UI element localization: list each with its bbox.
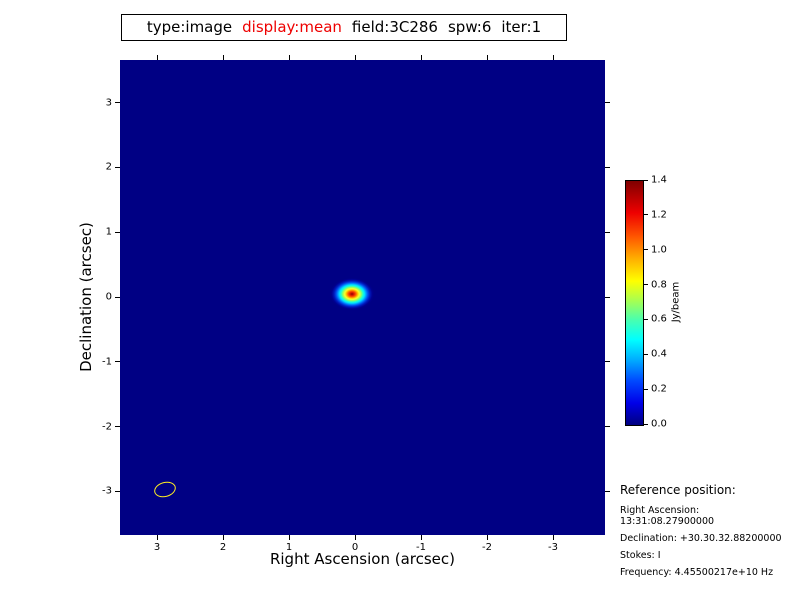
- y-tick-mark: [605, 490, 610, 492]
- reference-line: Stokes: I: [620, 550, 661, 561]
- x-tick-label: -2: [482, 542, 492, 553]
- beam-ellipse: [152, 479, 178, 500]
- reference-position-block: Reference position: Right Ascension: 13:…: [620, 483, 795, 584]
- x-tick-mark: [552, 55, 554, 60]
- colorbar-unit-label: Jy/beam: [670, 281, 682, 323]
- x-tick-label: 0: [351, 542, 359, 553]
- y-tick-mark: [115, 490, 120, 492]
- y-tick-label: 1: [105, 226, 112, 238]
- y-tick-mark: [605, 426, 610, 428]
- x-tick-mark: [288, 535, 290, 540]
- y-tick-label: 0: [105, 291, 112, 303]
- y-tick-label: -1: [102, 356, 112, 368]
- plot-title: type:image display:mean field:3C286 spw:6 it…: [121, 14, 567, 41]
- y-tick-mark: [605, 231, 610, 233]
- title-segment: field:3C286: [351, 18, 438, 36]
- y-tick-mark: [115, 102, 120, 104]
- colorbar-tick-mark: [644, 388, 648, 390]
- y-tick-label: 2: [105, 161, 112, 173]
- x-tick-mark: [354, 55, 356, 60]
- x-tick-mark: [222, 535, 224, 540]
- y-tick-label: -2: [102, 421, 112, 433]
- x-tick-mark: [552, 535, 554, 540]
- title-segment: spw:6: [447, 18, 492, 36]
- reference-heading: Reference position:: [620, 483, 736, 497]
- y-tick-mark: [605, 361, 610, 363]
- y-tick-mark: [605, 102, 610, 104]
- reference-line: Right Ascension: 13:31:08.27900000: [620, 505, 715, 527]
- x-tick-label: 2: [219, 542, 227, 553]
- y-tick-mark: [115, 361, 120, 363]
- x-tick-mark: [420, 535, 422, 540]
- colorbar-tick-mark: [644, 214, 648, 216]
- title-segment: display:mean: [242, 18, 342, 36]
- colorbar-tick-label: 0.8: [651, 279, 667, 291]
- x-tick-mark: [156, 55, 158, 60]
- colorbar-tick-mark: [644, 249, 648, 251]
- colorbar-tick-label: 1.0: [651, 244, 667, 256]
- y-tick-mark: [115, 426, 120, 428]
- x-tick-mark: [222, 55, 224, 60]
- x-tick-label: 1: [285, 542, 293, 553]
- colorbar-tick-mark: [644, 318, 648, 320]
- x-tick-mark: [156, 535, 158, 540]
- raster-image-area[interactable]: [120, 60, 605, 535]
- colorbar-tick-label: 1.2: [651, 209, 667, 221]
- x-tick-mark: [420, 55, 422, 60]
- y-tick-mark: [115, 296, 120, 298]
- x-tick-mark: [486, 55, 488, 60]
- x-tick-mark: [354, 535, 356, 540]
- y-tick-mark: [115, 231, 120, 233]
- colorbar-tick-mark: [644, 179, 648, 181]
- source-peak-blob: [329, 277, 374, 310]
- colorbar-tick-label: 0.4: [651, 348, 667, 360]
- colorbar-tick-label: 0.2: [651, 383, 667, 395]
- colorbar-tick-mark: [644, 353, 648, 355]
- colorbar-tick-label: 0.6: [651, 313, 667, 325]
- colorbar-tick-mark: [644, 423, 648, 425]
- colorbar: [625, 180, 644, 426]
- colorbar-tick-mark: [644, 284, 648, 286]
- colorbar-tick-label: 1.4: [651, 174, 667, 186]
- y-tick-mark: [115, 166, 120, 168]
- y-tick-mark: [605, 296, 610, 298]
- x-tick-mark: [486, 535, 488, 540]
- x-axis-label: Right Ascension (arcsec): [269, 550, 456, 568]
- title-segment: iter:1: [501, 18, 542, 36]
- reference-line: Frequency: 4.45500217e+10 Hz: [620, 567, 774, 578]
- y-tick-mark: [605, 166, 610, 168]
- title-segment: type:image: [146, 18, 233, 36]
- reference-line: Declination: +30.30.32.88200000: [620, 533, 782, 544]
- colorbar-tick-label: 0.0: [651, 418, 667, 430]
- x-tick-label: -3: [548, 542, 558, 553]
- x-tick-label: -1: [416, 542, 426, 553]
- y-tick-label: -3: [102, 485, 112, 497]
- x-tick-label: 3: [153, 542, 161, 553]
- x-tick-mark: [288, 55, 290, 60]
- y-tick-label: 3: [105, 97, 112, 109]
